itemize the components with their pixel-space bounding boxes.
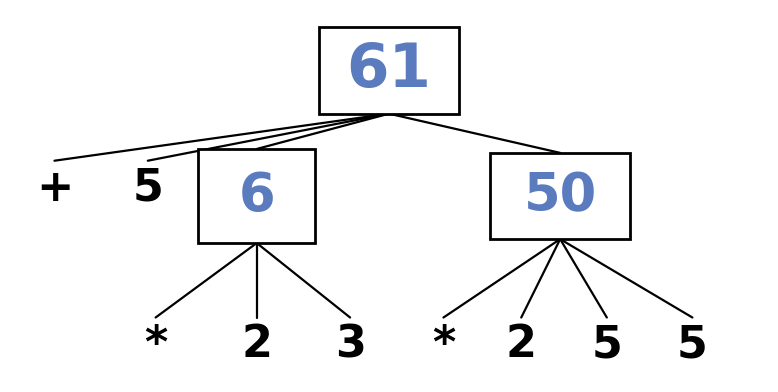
- FancyBboxPatch shape: [490, 153, 630, 239]
- Text: 2: 2: [506, 323, 537, 367]
- Text: 6: 6: [238, 170, 275, 222]
- Text: 5: 5: [132, 167, 163, 210]
- Text: 61: 61: [346, 41, 432, 100]
- Text: 5: 5: [677, 323, 708, 367]
- FancyBboxPatch shape: [319, 27, 459, 114]
- Text: 5: 5: [591, 323, 622, 367]
- Text: +: +: [36, 167, 73, 210]
- Text: 2: 2: [241, 323, 272, 367]
- Text: *: *: [432, 323, 455, 367]
- Text: 50: 50: [524, 170, 597, 222]
- FancyBboxPatch shape: [198, 149, 315, 243]
- Text: 3: 3: [335, 323, 366, 367]
- Text: *: *: [144, 323, 167, 367]
